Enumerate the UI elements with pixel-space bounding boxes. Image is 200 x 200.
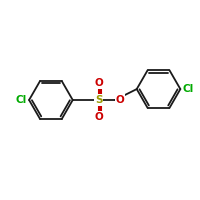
Text: S: S [95, 95, 103, 105]
Text: O: O [95, 112, 103, 122]
Text: Cl: Cl [183, 84, 194, 94]
Text: Cl: Cl [16, 95, 27, 105]
Text: O: O [95, 78, 103, 88]
Text: O: O [115, 95, 124, 105]
